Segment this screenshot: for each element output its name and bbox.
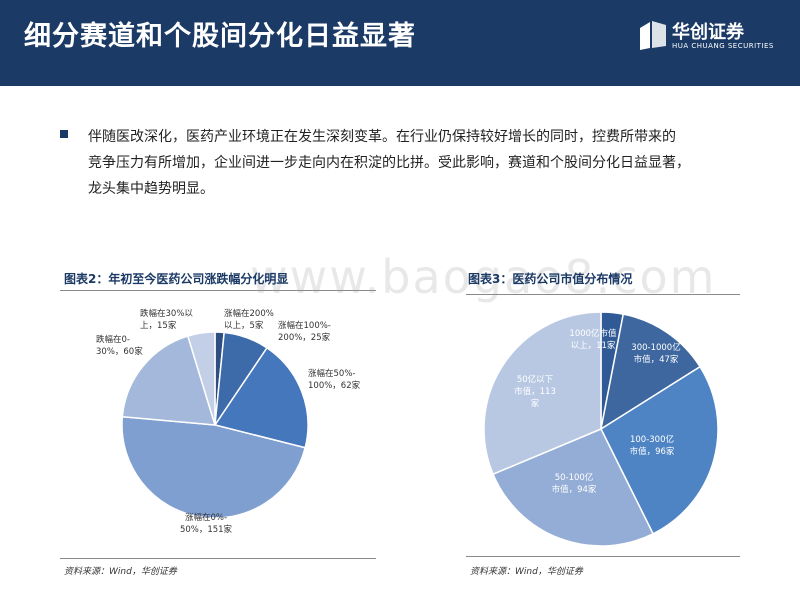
figure3-source: 资料来源：Wind，华创证券 <box>470 567 583 577</box>
figure3-bottom-rule <box>466 556 740 557</box>
bullet-line: 竞争压力有所增加，企业间进一步走向内在积淀的比拼。受此影响，赛道和个股间分化日益… <box>88 155 690 171</box>
fig2-label-3: 涨幅在0%-50%，151家 <box>180 512 233 535</box>
fig3-slice-3 <box>492 428 655 547</box>
fig3-label-3: 50-100亿市值，94家 <box>552 472 597 495</box>
figure2-bottom-rule <box>60 558 376 559</box>
fig3-slice-2 <box>600 365 719 535</box>
logo-text-en: HUA CHUANG SECURITIES <box>672 42 774 50</box>
fig2-label-2: 涨幅在50%-100%，62家 <box>308 368 361 391</box>
figure2-top-rule <box>60 290 376 291</box>
fig2-slice-2 <box>213 346 309 449</box>
fig3-slice-4 <box>483 311 602 476</box>
figure2-pie-chart: 涨幅在200%以上，5家 涨幅在100%-200%，25家涨幅在50%-100%，… <box>96 308 361 535</box>
bullet-line: 伴随医改深化，医药产业环境正在发生深刻变革。在行业仍保持较好增长的同时，控费所带… <box>88 129 676 145</box>
logo-mark-icon <box>640 21 666 50</box>
fig2-slice-5 <box>186 331 216 426</box>
figure3-top-rule <box>466 294 740 295</box>
figure3-title: 图表3：医药公司市值分布情况 <box>468 272 633 286</box>
bullet-text: 伴随医改深化，医药产业环境正在发生深刻变革。在行业仍保持较好增长的同时，控费所带… <box>88 124 728 202</box>
fig2-label-4: 跌幅在0-30%，60家 <box>96 334 143 357</box>
company-logo: 华创证券 HUA CHUANG SECURITIES <box>640 18 790 58</box>
fig2-slice-4 <box>121 335 217 426</box>
fig3-label-1: 300-1000亿市值，47家 <box>631 342 680 365</box>
fig3-label-2: 100-300亿市值，96家 <box>630 434 675 457</box>
fig3-slice-1 <box>599 313 702 431</box>
page-title: 细分赛道和个股间分化日益显著 <box>24 21 416 52</box>
logo-text-cn: 华创证券 <box>672 22 744 43</box>
fig3-label-4: 50亿以下市值，113 家 <box>514 374 556 409</box>
fig2-label-1: 涨幅在100%-200%，25家 <box>278 320 331 343</box>
bullet-square-icon <box>60 130 68 138</box>
figure2-title: 图表2：年初至今医药公司涨跌幅分化明显 <box>64 272 289 286</box>
figure2-source: 资料来源：Wind，华创证券 <box>64 567 177 577</box>
bullet-line: 龙头集中趋势明显。 <box>88 181 214 197</box>
fig2-label-5: 跌幅在30%以上，15家 <box>140 308 193 331</box>
watermark: www.baogao8.com <box>250 250 717 304</box>
header-bar: 细分赛道和个股间分化日益显著 华创证券 HUA CHUANG SECURITIE… <box>0 0 800 86</box>
fig2-slice-3 <box>121 415 307 519</box>
fig3-label-0: 1000亿市值以上，11家 <box>569 328 617 351</box>
figure3-pie-chart: 1000亿市值以上，11家 300-1000亿市值，47家 100-300亿市值，9… <box>483 311 719 547</box>
fig2-label-0: 涨幅在200%以上，5家 <box>224 308 274 331</box>
